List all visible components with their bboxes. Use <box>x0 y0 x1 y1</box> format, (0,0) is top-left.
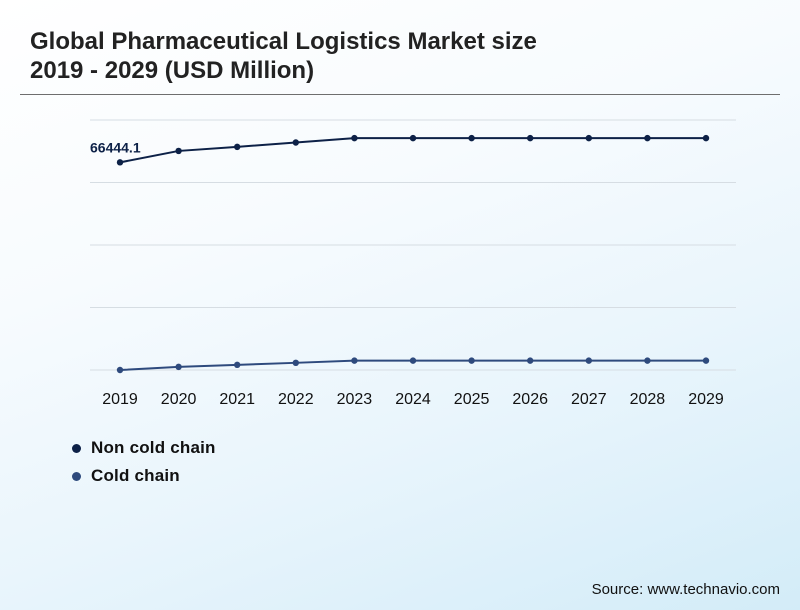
x-tick-label-2022: 2022 <box>278 391 314 408</box>
data-point-cold-chain-2024 <box>409 357 417 364</box>
series-line-non-cold-chain <box>119 137 707 164</box>
x-tick-label-2020: 2020 <box>161 391 197 408</box>
data-point-cold-chain-2026 <box>527 357 534 364</box>
data-point-cold-chain-2022 <box>292 359 299 367</box>
data-point-non-cold-chain-2019 <box>116 159 124 166</box>
data-point-non-cold-chain-2020 <box>175 147 182 155</box>
data-point-cold-chain-2025 <box>468 357 475 364</box>
source-note: Source: www.technavio.com <box>591 581 780 598</box>
x-tick-label-2019: 2019 <box>102 391 138 408</box>
x-tick-label-2029: 2029 <box>688 391 724 408</box>
data-point-non-cold-chain-2024 <box>409 134 417 142</box>
data-point-non-cold-chain-2022 <box>292 139 299 146</box>
title-divider <box>20 94 780 95</box>
legend-item-cold-chain: Cold chain <box>72 462 216 490</box>
data-label-non-cold-chain-2019: 66444.1 <box>90 139 141 155</box>
data-point-non-cold-chain-2023 <box>351 134 358 142</box>
data-point-non-cold-chain-2026 <box>527 134 534 142</box>
x-tick-label-2028: 2028 <box>630 391 666 408</box>
data-point-cold-chain-2027 <box>585 357 592 364</box>
x-tick-label-2024: 2024 <box>395 391 431 408</box>
series-non-cold-chain: 66444.1 <box>90 134 710 166</box>
x-tick-label-2025: 2025 <box>454 391 490 408</box>
legend-marker-non-cold-chain <box>72 443 81 453</box>
series-lines: 66444.1 <box>90 134 710 374</box>
data-point-cold-chain-2028 <box>644 357 651 364</box>
series-cold-chain <box>116 357 710 374</box>
data-point-non-cold-chain-2027 <box>585 134 592 142</box>
legend: Non cold chain Cold chain <box>72 434 216 490</box>
data-point-cold-chain-2019 <box>116 366 124 374</box>
data-point-non-cold-chain-2021 <box>234 143 241 151</box>
chart-title-line-1: Global Pharmaceutical Logistics Market s… <box>30 28 537 55</box>
data-point-non-cold-chain-2025 <box>468 134 475 142</box>
gridlines <box>90 119 736 371</box>
x-tick-label-2027: 2027 <box>571 391 607 408</box>
data-point-cold-chain-2029 <box>702 357 710 364</box>
x-axis: 2019 2020 2021 2022 2023 2024 2025 2026 2027 2028… <box>102 391 724 408</box>
legend-label-non-cold-chain: Non cold chain <box>91 438 216 457</box>
data-point-cold-chain-2023 <box>351 357 358 364</box>
chart-title: Global Pharmaceutical Logistics Market s… <box>30 27 537 85</box>
x-tick-label-2021: 2021 <box>219 391 255 408</box>
data-point-cold-chain-2021 <box>234 361 241 369</box>
chart-title-line-2: 2019 - 2029 (USD Million) <box>30 57 315 84</box>
data-point-non-cold-chain-2029 <box>702 134 710 142</box>
x-tick-label-2026: 2026 <box>512 391 548 408</box>
data-point-cold-chain-2020 <box>175 363 182 371</box>
legend-marker-cold-chain <box>72 471 81 481</box>
x-tick-label-2023: 2023 <box>337 391 373 408</box>
legend-item-non-cold-chain: Non cold chain <box>72 434 216 462</box>
legend-label-cold-chain: Cold chain <box>91 466 180 485</box>
data-point-non-cold-chain-2028 <box>644 134 651 142</box>
